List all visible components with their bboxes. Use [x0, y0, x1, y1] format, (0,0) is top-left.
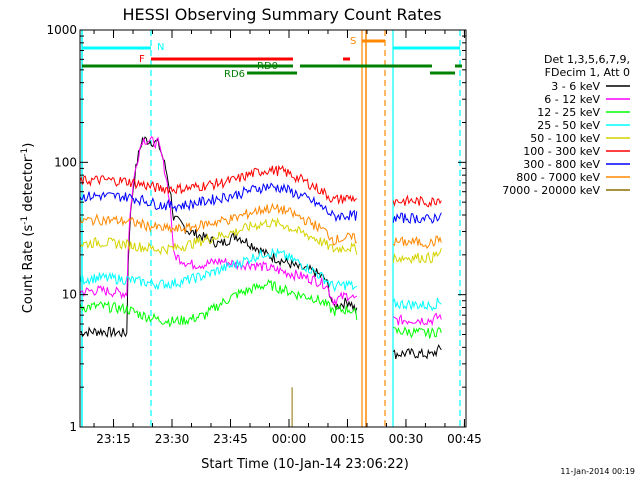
legend-header-line1: Det 1,3,5,6,7,9, [544, 53, 630, 66]
footer-date: 11-Jan-2014 00:19 [560, 467, 635, 476]
x-axis-label: Start Time (10-Jan-14 23:06:22) [201, 457, 409, 472]
x-tick-label-4: 00:15 [330, 432, 365, 446]
x-tick-label-2: 23:45 [213, 432, 248, 446]
x-tick-label-3: 00:00 [272, 432, 307, 446]
flag-label-rd0: RD0 [257, 61, 278, 72]
series-line-2 [79, 278, 442, 339]
legend: Det 1,3,5,6,7,9, FDecim 1, Att 0 3 - 6 k… [502, 53, 630, 197]
legend-label-1: 6 - 12 keV [544, 93, 600, 106]
flag-label-rd6: RD6 [224, 69, 245, 80]
axes: 1 10 100 1000 23:15 23:30 23:45 00:00 00:15 00:30… [46, 23, 481, 446]
series-line-1 [79, 135, 442, 327]
legend-label-8: 7000 - 20000 keV [502, 184, 600, 197]
x-tick-label-0: 23:15 [96, 432, 131, 446]
x-tick-label-6: 00:45 [447, 432, 482, 446]
legend-label-6: 300 - 800 keV [523, 158, 600, 171]
flag-label-s: S [350, 36, 356, 47]
legend-label-2: 12 - 25 keV [537, 106, 600, 119]
plot-frame [79, 29, 467, 428]
flag-label-n: N [157, 42, 164, 53]
series-line-3 [79, 247, 442, 312]
series-line-7 [79, 202, 442, 250]
series-line-6 [79, 182, 442, 224]
y-tick-label-0: 1 [69, 420, 77, 434]
x-tick-label-5: 00:30 [389, 432, 424, 446]
y-tick-label-1: 10 [62, 288, 77, 302]
x-tick-label-1: 23:30 [155, 432, 190, 446]
series-line-5 [79, 164, 442, 208]
flag-label-f: F [139, 54, 145, 65]
series-line-4 [79, 217, 442, 265]
y-axis-label: Count Rate (s-1 detector-1) [20, 143, 36, 314]
series-line-0 [79, 136, 442, 360]
legend-label-3: 25 - 50 keV [537, 119, 600, 132]
y-tick-label-3: 1000 [46, 23, 77, 37]
legend-label-0: 3 - 6 keV [551, 80, 600, 93]
plot-area [79, 30, 461, 427]
y-tick-label-2: 100 [54, 155, 77, 169]
legend-label-7: 800 - 7000 keV [516, 171, 600, 184]
legend-label-4: 50 - 100 keV [530, 132, 600, 145]
chart-title: HESSI Observing Summary Count Rates [122, 5, 441, 24]
flag-bars: N F S RD0 RD6 [82, 36, 462, 80]
legend-label-5: 100 - 300 keV [523, 145, 600, 158]
legend-header-line2: FDecim 1, Att 0 [545, 66, 630, 79]
